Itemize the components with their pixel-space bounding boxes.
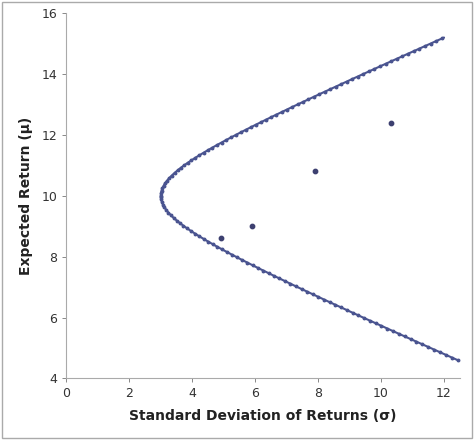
Point bbox=[387, 119, 394, 126]
Y-axis label: Expected Return (μ): Expected Return (μ) bbox=[19, 117, 33, 275]
Point bbox=[311, 168, 319, 175]
X-axis label: Standard Deviation of Returns (σ): Standard Deviation of Returns (σ) bbox=[129, 409, 397, 423]
Point bbox=[217, 235, 224, 242]
Point bbox=[248, 223, 256, 230]
